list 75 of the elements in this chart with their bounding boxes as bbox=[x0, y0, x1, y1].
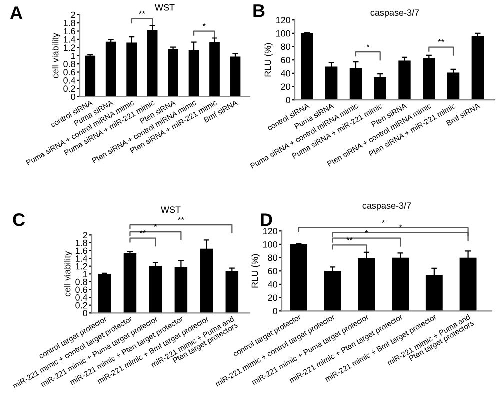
y-tick-label: 0 bbox=[83, 310, 88, 317]
bar bbox=[423, 58, 436, 100]
y-tick-label: 2 bbox=[71, 12, 76, 18]
y-axis-title: RLU (%) bbox=[252, 254, 260, 288]
y-tick-label: 1.6 bbox=[76, 248, 88, 254]
bar bbox=[124, 253, 137, 314]
text: ** bbox=[139, 11, 146, 14]
y-tick-label: 1.8 bbox=[76, 240, 88, 246]
y-tick-label: 1 bbox=[72, 52, 76, 60]
bar bbox=[392, 258, 410, 312]
text: ** bbox=[178, 217, 184, 220]
y-tick-label: 0.2 bbox=[64, 86, 76, 92]
bar bbox=[230, 56, 241, 97]
y-tick-label: 120 bbox=[263, 228, 278, 235]
bar bbox=[226, 271, 239, 314]
y-tick-label: 40 bbox=[268, 281, 278, 288]
bar bbox=[168, 49, 178, 97]
y-tick-label: 0.6 bbox=[76, 286, 88, 294]
annotation: * bbox=[366, 44, 370, 48]
text: * bbox=[399, 224, 402, 228]
y-tick-label: 0.2 bbox=[76, 302, 88, 309]
bar bbox=[447, 72, 460, 100]
y-tick-label: 1.2 bbox=[64, 44, 76, 51]
chart-title: caspase-3/7 bbox=[370, 9, 420, 18]
y-tick-label: 20 bbox=[281, 84, 290, 90]
chart-title: WST bbox=[161, 206, 181, 214]
y-tick-label: 80 bbox=[268, 254, 278, 262]
bar bbox=[374, 77, 386, 100]
y-tick-label: 0.8 bbox=[64, 61, 76, 68]
y-tick-label: 1 bbox=[84, 271, 88, 278]
annotation: * bbox=[202, 23, 206, 26]
y-tick-label: 1.2 bbox=[76, 263, 88, 270]
bar bbox=[210, 42, 220, 97]
text: B bbox=[254, 4, 265, 18]
y-tick-label: 0.4 bbox=[76, 294, 88, 301]
y-axis-title: RLU (%) bbox=[264, 43, 273, 77]
bar bbox=[147, 30, 158, 97]
bar bbox=[85, 56, 96, 97]
bar bbox=[98, 274, 112, 314]
annotation: ** bbox=[438, 39, 444, 42]
bar bbox=[149, 266, 162, 314]
chart-title: WST bbox=[155, 4, 175, 11]
text: A bbox=[10, 6, 23, 20]
bar bbox=[106, 42, 116, 97]
bar bbox=[324, 271, 342, 312]
bar bbox=[301, 33, 314, 100]
y-tick-label: 0.8 bbox=[76, 278, 88, 286]
y-tick-label: 1.4 bbox=[76, 256, 88, 262]
chart-title: caspase-3/7 bbox=[362, 202, 412, 211]
y-axis-title: cell viability bbox=[52, 33, 61, 78]
bar bbox=[290, 244, 308, 312]
y-tick-label: 0.6 bbox=[64, 69, 76, 76]
bar bbox=[398, 60, 411, 100]
y-tick-label: 60 bbox=[281, 57, 290, 64]
y-tick-label: 0 bbox=[71, 94, 76, 100]
y-tick-label: 0.4 bbox=[64, 77, 76, 84]
text: D bbox=[261, 214, 272, 226]
y-axis-title: cell viability bbox=[64, 251, 73, 297]
y-tick-label: 60 bbox=[268, 268, 278, 275]
bar bbox=[472, 36, 484, 100]
y-tick-label: 80 bbox=[281, 44, 290, 50]
y-tick-label: 100 bbox=[263, 241, 278, 248]
y-tick-label: 1.6 bbox=[64, 28, 76, 35]
y-tick-label: 20 bbox=[268, 294, 278, 302]
y-tick-label: 120 bbox=[276, 17, 290, 24]
bar bbox=[325, 66, 338, 100]
y-tick-label: 0 bbox=[286, 97, 290, 104]
y-tick-label: 40 bbox=[281, 70, 290, 77]
text: C bbox=[13, 214, 26, 226]
y-tick-label: 1.4 bbox=[64, 36, 76, 43]
y-tick-label: 2 bbox=[83, 232, 88, 238]
y-tick-label: 1.8 bbox=[64, 20, 76, 26]
y-tick-label: 0 bbox=[273, 308, 278, 315]
text: * bbox=[382, 220, 386, 224]
y-tick-label: 100 bbox=[276, 30, 290, 37]
